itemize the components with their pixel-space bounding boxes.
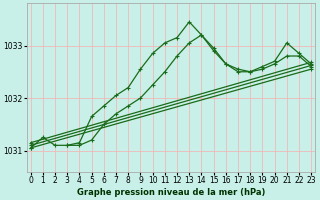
X-axis label: Graphe pression niveau de la mer (hPa): Graphe pression niveau de la mer (hPa)	[77, 188, 265, 197]
